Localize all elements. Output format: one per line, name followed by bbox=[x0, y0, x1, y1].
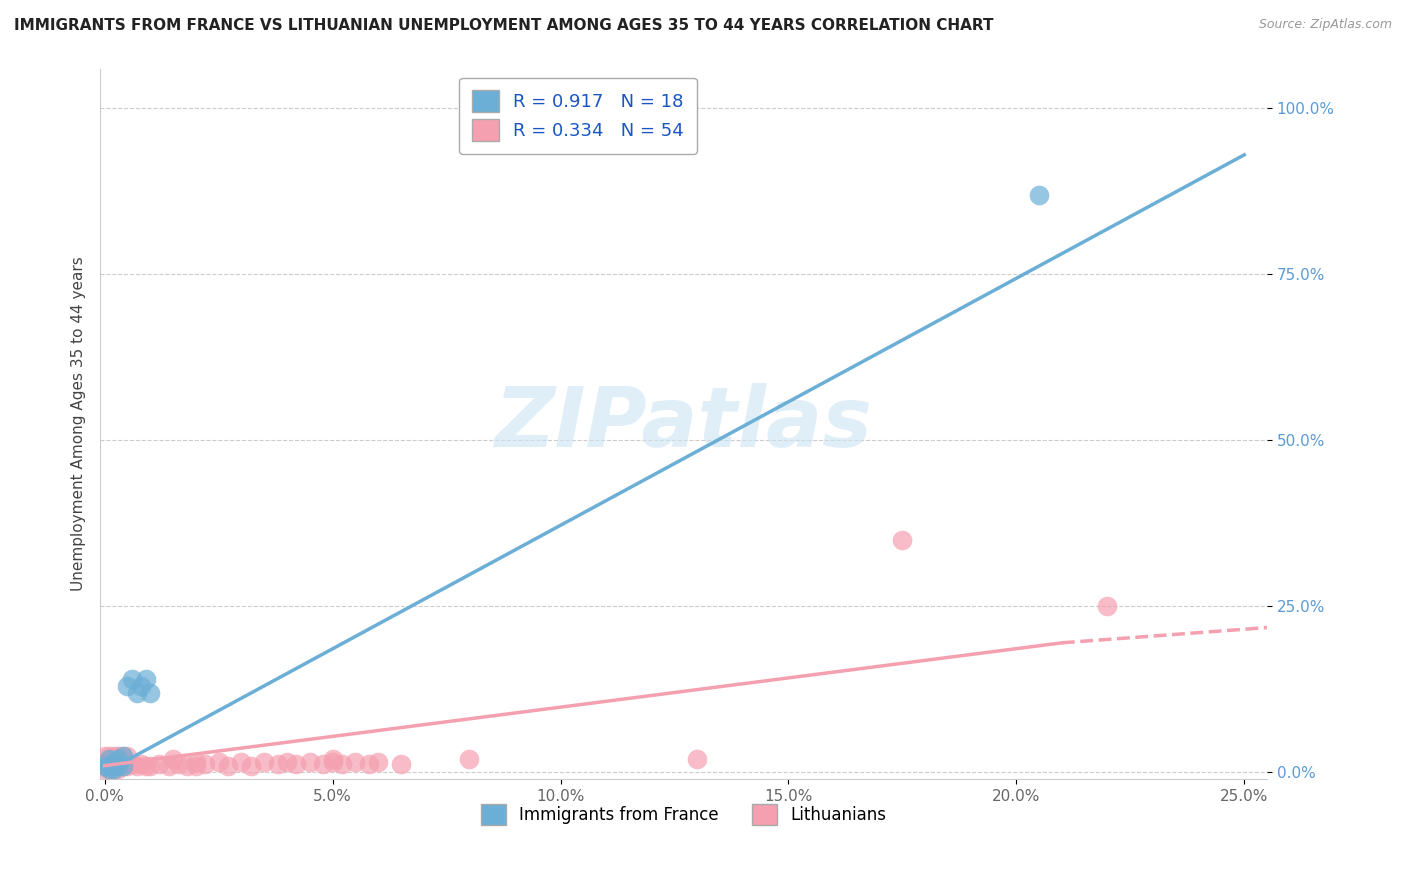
Point bbox=[330, 757, 353, 772]
Point bbox=[1097, 599, 1119, 614]
Point bbox=[135, 758, 157, 772]
Point bbox=[194, 757, 217, 772]
Text: IMMIGRANTS FROM FRANCE VS LITHUANIAN UNEMPLOYMENT AMONG AGES 35 TO 44 YEARS CORR: IMMIGRANTS FROM FRANCE VS LITHUANIAN UNE… bbox=[14, 18, 994, 33]
Point bbox=[103, 762, 125, 776]
Point bbox=[184, 756, 207, 770]
Point bbox=[103, 756, 125, 770]
Point bbox=[686, 752, 709, 766]
Point bbox=[111, 758, 134, 772]
Point bbox=[93, 758, 115, 772]
Point bbox=[389, 757, 412, 772]
Point bbox=[1028, 187, 1050, 202]
Point bbox=[103, 748, 125, 763]
Point bbox=[253, 756, 276, 770]
Point bbox=[166, 757, 188, 772]
Point bbox=[98, 762, 121, 776]
Point bbox=[125, 685, 148, 699]
Point bbox=[103, 758, 125, 772]
Point bbox=[107, 748, 129, 763]
Point bbox=[239, 758, 262, 772]
Point bbox=[117, 679, 139, 693]
Point bbox=[103, 752, 125, 766]
Point bbox=[312, 757, 335, 772]
Point bbox=[139, 685, 162, 699]
Point bbox=[322, 752, 344, 766]
Point bbox=[208, 756, 231, 770]
Point bbox=[162, 752, 184, 766]
Point bbox=[111, 748, 134, 763]
Point bbox=[98, 752, 121, 766]
Point bbox=[217, 758, 239, 772]
Text: Source: ZipAtlas.com: Source: ZipAtlas.com bbox=[1258, 18, 1392, 31]
Point bbox=[93, 748, 115, 763]
Point bbox=[121, 673, 143, 687]
Point bbox=[458, 752, 481, 766]
Point bbox=[125, 758, 148, 772]
Point bbox=[322, 756, 344, 770]
Point bbox=[107, 757, 129, 772]
Point bbox=[139, 758, 162, 772]
Point bbox=[891, 533, 914, 547]
Point bbox=[98, 762, 121, 776]
Point bbox=[129, 679, 152, 693]
Point bbox=[357, 757, 380, 772]
Point bbox=[344, 756, 367, 770]
Point bbox=[117, 758, 139, 772]
Point bbox=[111, 758, 134, 772]
Point bbox=[121, 757, 143, 772]
Point bbox=[267, 757, 290, 772]
Point bbox=[98, 758, 121, 772]
Point bbox=[111, 752, 134, 766]
Point bbox=[107, 758, 129, 772]
Point bbox=[276, 756, 298, 770]
Point bbox=[176, 758, 198, 772]
Point bbox=[285, 757, 308, 772]
Point bbox=[135, 673, 157, 687]
Point bbox=[107, 752, 129, 766]
Point bbox=[148, 757, 170, 772]
Point bbox=[111, 748, 134, 763]
Y-axis label: Unemployment Among Ages 35 to 44 years: Unemployment Among Ages 35 to 44 years bbox=[72, 256, 86, 591]
Point bbox=[157, 758, 180, 772]
Point bbox=[98, 748, 121, 763]
Point bbox=[103, 762, 125, 776]
Point bbox=[117, 748, 139, 763]
Legend: Immigrants from France, Lithuanians: Immigrants from France, Lithuanians bbox=[471, 794, 897, 835]
Point bbox=[129, 757, 152, 772]
Point bbox=[298, 756, 321, 770]
Point bbox=[231, 756, 253, 770]
Point bbox=[98, 752, 121, 766]
Point bbox=[98, 756, 121, 770]
Point bbox=[103, 756, 125, 770]
Point bbox=[184, 758, 207, 772]
Point bbox=[107, 752, 129, 766]
Text: ZIPatlas: ZIPatlas bbox=[495, 384, 873, 464]
Point bbox=[367, 756, 389, 770]
Point bbox=[107, 762, 129, 776]
Point bbox=[93, 762, 115, 776]
Point bbox=[93, 756, 115, 770]
